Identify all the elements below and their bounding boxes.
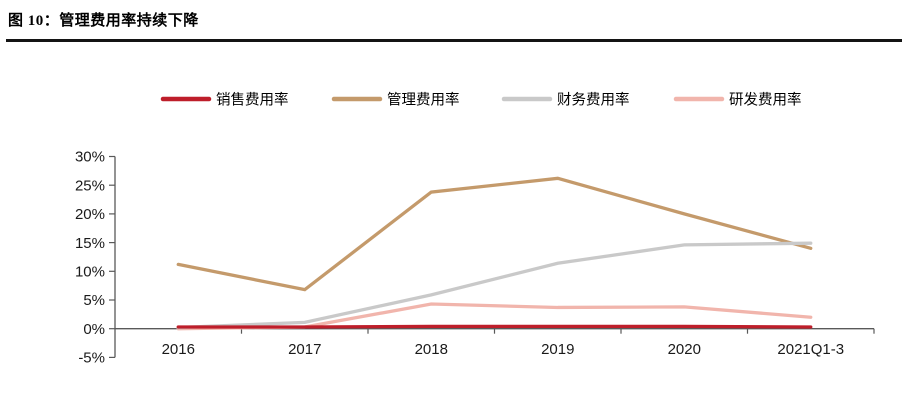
x-axis-label-2020: 2020 <box>668 341 701 358</box>
chart-area: 销售费用率 管理费用率 财务费用率 研发费用率 30% 25% 20% 15% 10% 5% 0% -… <box>0 58 907 414</box>
series-line-3 <box>176 241 813 330</box>
legend-label-3: 财务费用率 <box>557 92 630 109</box>
figure-title: 图 10：管理费用率持续下降 <box>8 13 199 29</box>
x-axis-label-2021Q1-3: 2021Q1-3 <box>777 341 844 358</box>
y-axis-label: 5% <box>83 292 105 309</box>
y-axis-label: 15% <box>75 235 105 252</box>
y-axis-label: 0% <box>83 321 105 338</box>
expense-ratio-line-chart: 销售费用率 管理费用率 财务费用率 研发费用率 30% 25% 20% 15% 10% 5% 0% -… <box>75 92 875 367</box>
title-divider <box>6 39 902 42</box>
y-axis-label: 25% <box>75 177 105 194</box>
x-axis-label-2016: 2016 <box>162 341 195 358</box>
x-axis-label-2019: 2019 <box>541 341 574 358</box>
series-line-2 <box>176 176 813 292</box>
y-axis-label: 10% <box>75 264 105 281</box>
legend-label-1: 销售费用率 <box>216 92 289 109</box>
y-axis-label: -5% <box>78 350 105 367</box>
y-axis-label: 20% <box>75 206 105 223</box>
series-line-1 <box>176 324 813 329</box>
x-axis-label-2017: 2017 <box>288 341 321 358</box>
legend-label-4: 研发费用率 <box>729 92 802 109</box>
y-axis-label: 30% <box>75 149 105 166</box>
legend-label-2: 管理费用率 <box>387 92 460 109</box>
x-axis-label-2018: 2018 <box>415 341 448 358</box>
